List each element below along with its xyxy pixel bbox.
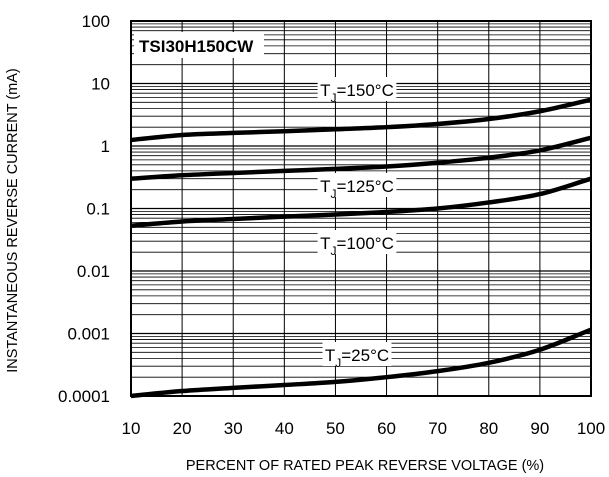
curve-label-text: TJ=25°C xyxy=(325,346,389,370)
y-tick-label: 100 xyxy=(82,12,110,31)
plot-frame xyxy=(130,20,592,397)
chart-tick-labels: 10 20 30 40 50 60 70 80 90 100 0.0001 0.001 0.01 0.1 1… xyxy=(58,12,605,438)
series-curve-0 xyxy=(130,97,592,143)
curve-label-background xyxy=(317,230,397,254)
chart-curve-labels: TJ=150°C TJ=125°C TJ=100°C TJ=25°C xyxy=(317,77,397,370)
curve-label-0: TJ=150°C xyxy=(317,77,397,105)
curve-label-text: TJ=125°C xyxy=(320,177,394,201)
x-tick-label: 20 xyxy=(173,419,192,438)
x-tick-label: 70 xyxy=(428,419,447,438)
curve-label-3: TJ=25°C xyxy=(322,342,392,370)
x-tick-label: 30 xyxy=(224,419,243,438)
x-tick-label: 40 xyxy=(275,419,294,438)
y-tick-label: 0.1 xyxy=(86,200,110,219)
y-tick-label: 0.01 xyxy=(77,262,110,281)
x-tick-label: 60 xyxy=(377,419,396,438)
x-tick-label: 90 xyxy=(530,419,549,438)
series-curve-3 xyxy=(130,327,592,399)
curve-label-background xyxy=(317,77,397,101)
curve-label-text: TJ=100°C xyxy=(320,234,394,258)
series-curve-2 xyxy=(130,176,592,228)
y-tick-label: 0.001 xyxy=(67,325,110,344)
curve-label-background xyxy=(317,173,397,197)
series-curve-1 xyxy=(130,135,592,181)
chart-title-background xyxy=(134,32,264,58)
y-tick-label: 0.0001 xyxy=(58,387,110,406)
chart-curves xyxy=(130,97,592,399)
x-tick-label: 100 xyxy=(577,419,605,438)
curve-label-text: TJ=150°C xyxy=(320,81,394,105)
x-axis-label: PERCENT OF RATED PEAK REVERSE VOLTAGE (%… xyxy=(186,458,544,474)
y-axis-label: INSTANTANEOUS REVERSE CURRENT (mA) xyxy=(5,68,21,373)
curve-label-background xyxy=(322,342,392,366)
x-tick-label: 80 xyxy=(479,419,498,438)
chart-title: TSI30H150CW xyxy=(139,37,254,56)
curve-label-2: TJ=100°C xyxy=(317,230,397,258)
x-tick-label: 50 xyxy=(326,419,345,438)
curve-label-1: TJ=125°C xyxy=(317,173,397,201)
x-tick-label: 10 xyxy=(122,419,141,438)
y-tick-label: 1 xyxy=(101,137,110,156)
y-tick-label: 10 xyxy=(91,75,110,94)
